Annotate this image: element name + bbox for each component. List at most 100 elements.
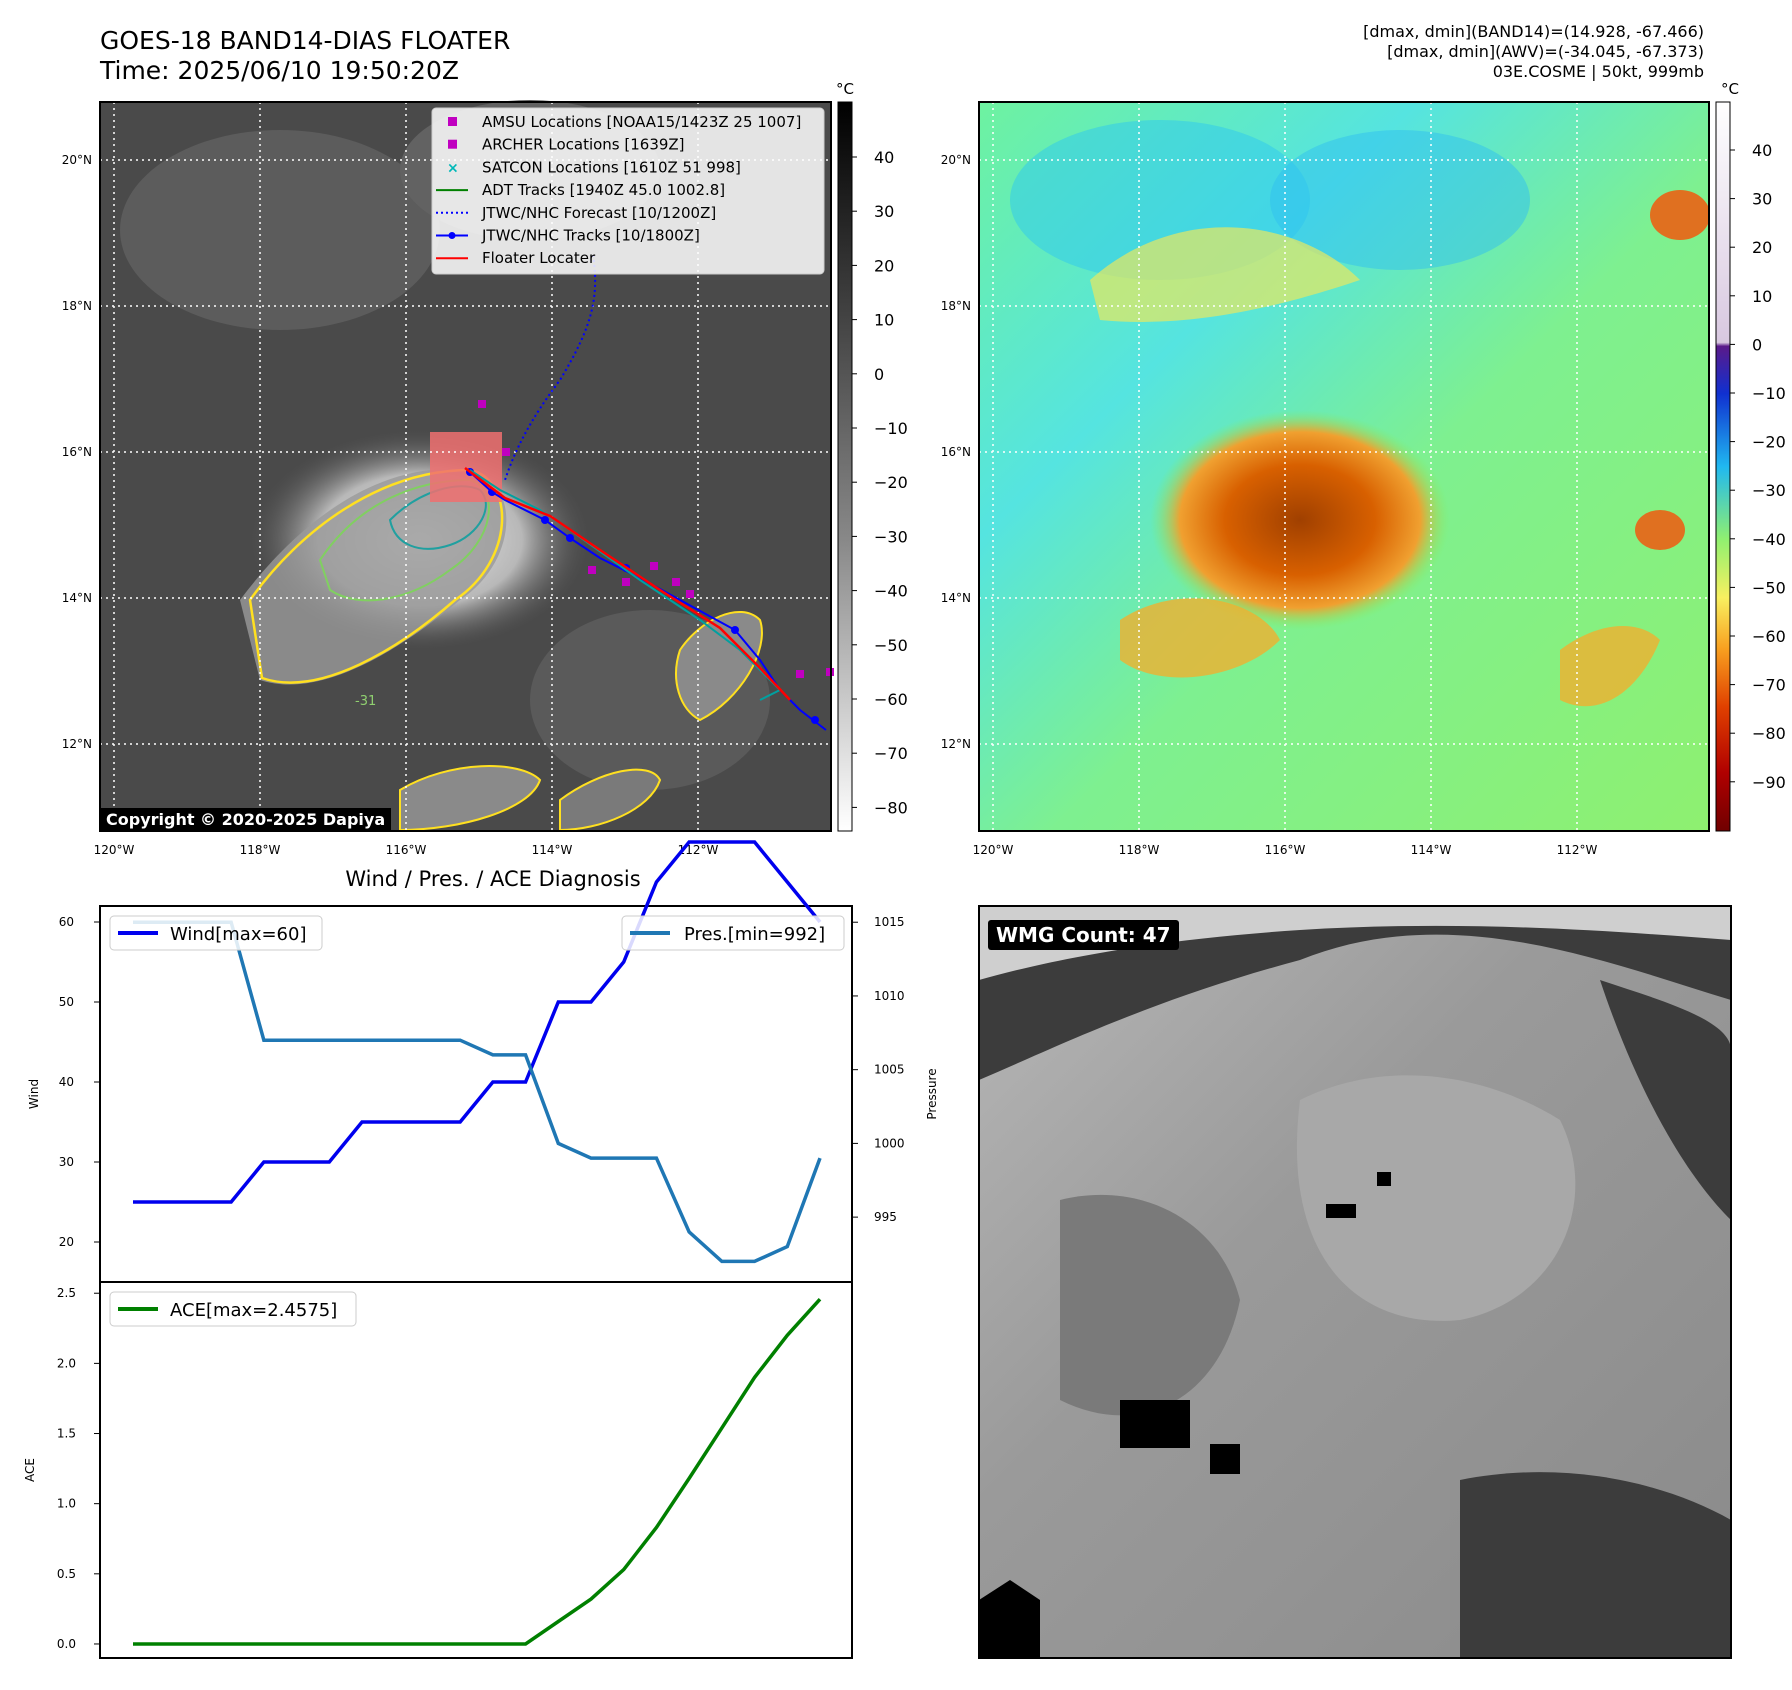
diagnosis-panel: Wind / Pres. / ACE Diagnosis Wind Pressu… [23, 840, 939, 1659]
ir-storm-spiral [240, 468, 507, 685]
lon-label: 120°W [973, 843, 1014, 857]
legend-entry: ARCHER Locations [1639Z] [448, 136, 685, 154]
pressure-axis-label: Pressure [925, 1068, 939, 1119]
pressure-tick-label: 1015 [874, 915, 905, 929]
legend-entry: AMSU Locations [NOAA15/1423Z 25 1007] [448, 113, 801, 131]
awv-range: [dmax, dmin](AWV)=(-34.045, -67.373) [1387, 42, 1704, 61]
awv-gridlines [979, 102, 1709, 831]
ace-tick-label: 1.5 [57, 1427, 76, 1441]
legend-marker-square [448, 139, 457, 149]
colorbar-tick-label: 20 [1752, 238, 1772, 257]
wind-tick-label: 30 [59, 1155, 74, 1169]
ir-cloud-band [120, 130, 440, 330]
ace-axes [99, 1281, 853, 1659]
wind-axis-label: Wind [27, 1079, 41, 1109]
awv-map-frame [978, 101, 1710, 832]
wmg-panel [978, 905, 1732, 1659]
colorbar-tick-label: −80 [874, 798, 908, 817]
pressure-tick-label: 1010 [874, 989, 905, 1003]
colorbar-tick-label: −30 [1752, 481, 1786, 500]
colorbar-tick-label: 30 [1752, 190, 1772, 209]
lat-label: 18°N [62, 299, 92, 313]
floater-locater-track [464, 467, 791, 701]
legend-entry: × SATCON Locations [1610Z 51 998] [447, 158, 741, 176]
diagnosis-title: Wind / Pres. / ACE Diagnosis [345, 867, 640, 891]
lat-label: 12°N [941, 737, 971, 751]
colorbar-tick-label: −30 [874, 527, 908, 546]
legend-entry: Floater Locater [436, 249, 596, 267]
lon-label: 116°W [386, 843, 427, 857]
wmg-black-cell [1120, 1400, 1190, 1448]
wind-tick-label: 50 [59, 995, 74, 1009]
wmg-black-cell [979, 1580, 1040, 1658]
ir-cell-south2 [559, 768, 662, 832]
legend-label: JTWC/NHC Tracks [10/1800Z] [481, 227, 700, 245]
ace-tick-label: 0.0 [57, 1637, 76, 1651]
ace-tick-label: 1.0 [57, 1497, 76, 1511]
ace-tick-label: 2.5 [57, 1286, 76, 1300]
legend-label: SATCON Locations [1610Z 51 998] [482, 158, 741, 176]
title-line-1: GOES-18 BAND14-DIAS FLOATER [100, 26, 511, 55]
lon-label: 116°W [1265, 843, 1306, 857]
colorbar-tick-label: −20 [1752, 433, 1786, 452]
colorbar-tick-label: 40 [1752, 141, 1772, 160]
ir-map-panel: -31 AMSU Locations [NOAA15/1423Z 25 1007… [62, 80, 908, 857]
title-line-2: Time: 2025/06/10 19:50:20Z [100, 56, 459, 85]
wmg-region [1296, 1075, 1576, 1321]
wind-tick-label: 20 [59, 1235, 74, 1249]
contour-label: -31 [355, 694, 376, 709]
wmg-black-cell [1326, 1204, 1356, 1218]
lat-label: 20°N [62, 153, 92, 167]
color-colorbar [1715, 101, 1731, 832]
pressure-series-line [133, 920, 822, 1264]
colorbar-tick-label: 10 [1752, 287, 1772, 306]
ir-lon-labels: 120°W 118°W 116°W 114°W 112°W [94, 843, 719, 857]
ace-axis-label: ACE [23, 1458, 37, 1482]
colorbar-tick-label: 0 [874, 365, 884, 384]
lat-label: 16°N [941, 445, 971, 459]
lat-label: 18°N [941, 299, 971, 313]
wind-tick-label: 40 [59, 1075, 74, 1089]
pressure-legend: Pres.[min=992] [621, 915, 845, 951]
awv-storm-core [1150, 410, 1450, 630]
ir-cell-south [399, 765, 542, 832]
awv-map-panel: 20°N 18°N 16°N 14°N 12°N 120°W 118°W 116… [941, 80, 1786, 857]
pressure-tick-label: 1000 [874, 1136, 905, 1150]
legend-marker-dot [448, 232, 456, 239]
ace-series-line [133, 1298, 822, 1646]
colorbar-tick-label: 10 [874, 311, 894, 330]
pressure-legend-label: Pres.[min=992] [684, 924, 825, 945]
gray-colorbar [837, 101, 853, 832]
colorbar-tick-label: −10 [874, 419, 908, 438]
awv-band [1090, 227, 1360, 322]
ir-map-frame [99, 101, 832, 832]
awv-lon-labels: 120°W 118°W 116°W 114°W 112°W [973, 843, 1598, 857]
wind-legend-label: Wind[max=60] [170, 924, 307, 945]
lon-label: 114°W [1411, 843, 1452, 857]
colorbar-tick-label: −50 [1752, 578, 1786, 597]
colorbar-tick-label: −50 [874, 636, 908, 655]
colorbar-unit: °C [836, 80, 854, 98]
colorbar-tick-label: −80 [1752, 724, 1786, 743]
colorbar-tick-label: −70 [874, 744, 908, 763]
colorbar-unit: °C [1721, 80, 1739, 98]
lat-label: 14°N [941, 591, 971, 605]
colorbar-tick-label: 30 [874, 202, 894, 221]
wmg-count-badge: WMG Count: 47 [988, 920, 1179, 950]
wind-legend: Wind[max=60] [109, 915, 323, 951]
ir-contour-yellow [248, 468, 504, 684]
lat-label: 12°N [62, 737, 92, 751]
lon-label: 118°W [240, 843, 281, 857]
map-legend: AMSU Locations [NOAA15/1423Z 25 1007] ARC… [431, 107, 825, 275]
figure-title: GOES-18 BAND14-DIAS FLOATER Time: 2025/0… [100, 26, 510, 86]
storm-info: 03E.COSME | 50kt, 999mb [1492, 62, 1704, 81]
legend-entry: JTWC/NHC Forecast [10/1200Z] [436, 204, 716, 222]
wmg-black-cell [1210, 1444, 1240, 1474]
colorbar-tick-label: −20 [874, 473, 908, 492]
lon-label: 112°W [1557, 843, 1598, 857]
legend-label: AMSU Locations [NOAA15/1423Z 25 1007] [482, 113, 801, 131]
colorbar-tick-label: −60 [874, 690, 908, 709]
awv-lat-labels: 20°N 18°N 16°N 14°N 12°N [941, 153, 971, 751]
awv-cell [1650, 190, 1710, 240]
